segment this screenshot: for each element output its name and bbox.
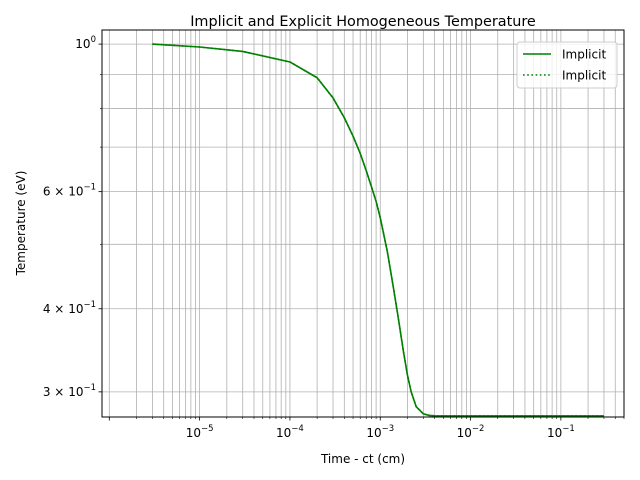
x-axis-label: Time - ct (cm) xyxy=(320,452,405,466)
x-tick-label: 10−4 xyxy=(276,424,304,440)
legend: Implicit Implicit xyxy=(516,41,618,89)
y-axis-ticks: 100 6 × 10−1 4 × 10−1 3 × 10−1 xyxy=(43,35,102,399)
series-line-dotted xyxy=(152,43,604,417)
y-tick-label: 100 xyxy=(75,35,96,51)
legend-label-0: Implicit xyxy=(562,48,606,62)
y-tick-label: 6 × 10−1 xyxy=(43,183,96,199)
y-tick-label: 4 × 10−1 xyxy=(43,300,96,316)
x-axis-ticks: 10−5 10−4 10−3 10−2 10−1 xyxy=(108,417,625,440)
x-tick-label: 10−5 xyxy=(186,424,214,440)
x-tick-label: 10−2 xyxy=(457,424,485,440)
y-tick-label: 3 × 10−1 xyxy=(43,383,96,399)
chart-title: Implicit and Explicit Homogeneous Temper… xyxy=(190,14,536,30)
legend-label-1: Implicit xyxy=(562,69,606,83)
x-tick-label: 10−1 xyxy=(547,424,575,440)
series-layer xyxy=(152,43,604,417)
grid-major xyxy=(102,30,624,417)
plot-frame xyxy=(101,29,625,418)
y-axis-label: Temperature (eV) xyxy=(14,171,28,277)
x-tick-label: 10−3 xyxy=(366,424,394,440)
